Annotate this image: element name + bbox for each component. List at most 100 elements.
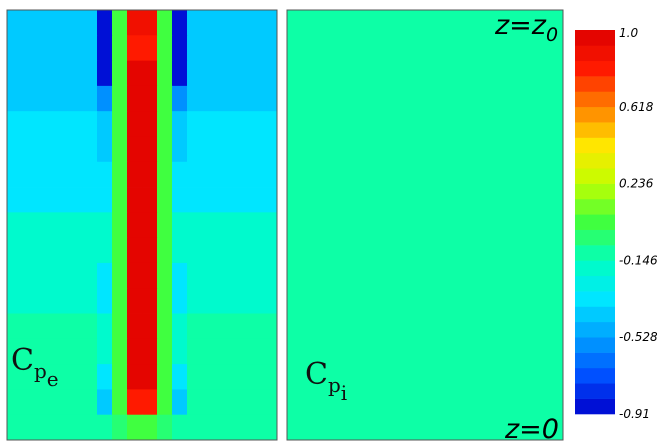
heatmap-cell — [7, 212, 23, 239]
heatmap-cell — [232, 389, 248, 416]
heatmap-cell — [142, 187, 158, 213]
heatmap-cell — [247, 212, 263, 239]
heatmap-cell — [202, 237, 218, 264]
heatmap-cell — [157, 237, 173, 264]
heatmap-cell — [52, 85, 68, 112]
heatmap-cell — [172, 10, 188, 36]
heatmap-cell — [127, 111, 143, 137]
heatmap-cell — [112, 35, 128, 61]
heatmap-cell — [7, 10, 23, 36]
heatmap-cell — [172, 364, 188, 390]
heatmap-cell — [7, 85, 23, 112]
heatmap-cell — [52, 212, 68, 239]
heatmap-cell — [172, 35, 188, 61]
colorbar-band — [575, 245, 615, 261]
heatmap-cell — [157, 288, 173, 314]
heatmap-cell — [112, 237, 128, 264]
colorbar-band — [575, 367, 615, 384]
heatmap-cell — [7, 414, 23, 441]
heatmap-cell — [112, 364, 128, 390]
heatmap-cell — [247, 237, 263, 264]
heatmap-cell — [37, 414, 53, 441]
heatmap-cell — [232, 161, 248, 188]
heatmap-cell — [187, 10, 203, 36]
heatmap-cell — [37, 111, 53, 137]
heatmap-cell — [217, 237, 233, 264]
heatmap-cell — [67, 60, 83, 87]
heatmap-cell — [217, 414, 233, 441]
colorbar-max-label: 1.0 — [619, 26, 638, 40]
heatmap-cell — [217, 85, 233, 112]
heatmap-cell — [172, 161, 188, 188]
heatmap-cell — [127, 187, 143, 213]
heatmap-cell — [82, 212, 98, 239]
heatmap-cell — [142, 364, 158, 390]
heatmap-cell — [112, 85, 128, 112]
heatmap-cell — [217, 136, 233, 163]
heatmap-cell — [52, 187, 68, 213]
heatmap-cell — [232, 187, 248, 213]
heatmap-cell — [247, 338, 263, 365]
heatmap-cell — [247, 35, 263, 61]
colorbar-band — [575, 183, 615, 200]
heatmap-cell — [202, 338, 218, 365]
colorbar-band — [575, 30, 615, 46]
heatmap-cell — [157, 60, 173, 87]
heatmap-cell — [52, 111, 68, 137]
heatmap-cell — [37, 313, 53, 340]
heatmap-cell — [37, 35, 53, 61]
heatmap-cell — [52, 364, 68, 390]
heatmap-cell — [67, 85, 83, 112]
heatmap-cell — [22, 414, 38, 441]
heatmap-cell — [202, 389, 218, 416]
heatmap-cell — [202, 313, 218, 340]
label-p: p — [34, 359, 47, 383]
heatmap-cell — [127, 338, 143, 365]
heatmap-cell — [232, 85, 248, 112]
label-c: C — [11, 343, 34, 378]
heatmap-cell — [82, 136, 98, 163]
heatmap-cell — [262, 111, 278, 137]
heatmap-cell — [262, 10, 278, 36]
heatmap-cell — [67, 364, 83, 390]
heatmap-cell — [97, 35, 113, 61]
heatmap-cell — [172, 60, 188, 87]
z-top-main: z=z — [494, 10, 547, 41]
heatmap-cell — [52, 35, 68, 61]
heatmap-cell — [262, 288, 278, 314]
heatmap-cell — [97, 262, 113, 289]
heatmap-cell — [112, 136, 128, 163]
heatmap-cell — [37, 389, 53, 416]
heatmap-cell — [67, 338, 83, 365]
heatmap-cell — [142, 237, 158, 264]
heatmap-cell — [217, 288, 233, 314]
heatmap-cell — [202, 111, 218, 137]
heatmap-cell — [217, 60, 233, 87]
heatmap-cell — [67, 35, 83, 61]
heatmap-cell — [247, 136, 263, 163]
heatmap-cell — [172, 288, 188, 314]
heatmap-cell — [37, 288, 53, 314]
heatmap-cell — [67, 187, 83, 213]
heatmap-cell — [157, 85, 173, 112]
heatmap-cell — [202, 414, 218, 441]
heatmap-cell — [97, 288, 113, 314]
heatmap-cell — [187, 313, 203, 340]
heatmap-cell — [82, 313, 98, 340]
heatmap-cell — [247, 389, 263, 416]
heatmap-cell — [142, 313, 158, 340]
heatmap-cell — [232, 10, 248, 36]
heatmap-cell — [97, 338, 113, 365]
heatmap-cell — [172, 313, 188, 340]
heatmap-cell — [127, 35, 143, 61]
colorbar-tick-label: -0.146 — [619, 253, 657, 267]
heatmap-cell — [82, 262, 98, 289]
heatmap-cell — [262, 85, 278, 112]
heatmap-cell — [262, 414, 278, 441]
label-e: e — [47, 367, 59, 391]
heatmap-cell — [37, 237, 53, 264]
heatmap-cell — [82, 60, 98, 87]
heatmap-cell — [217, 161, 233, 188]
heatmap-cell — [142, 338, 158, 365]
heatmap-cell — [127, 288, 143, 314]
